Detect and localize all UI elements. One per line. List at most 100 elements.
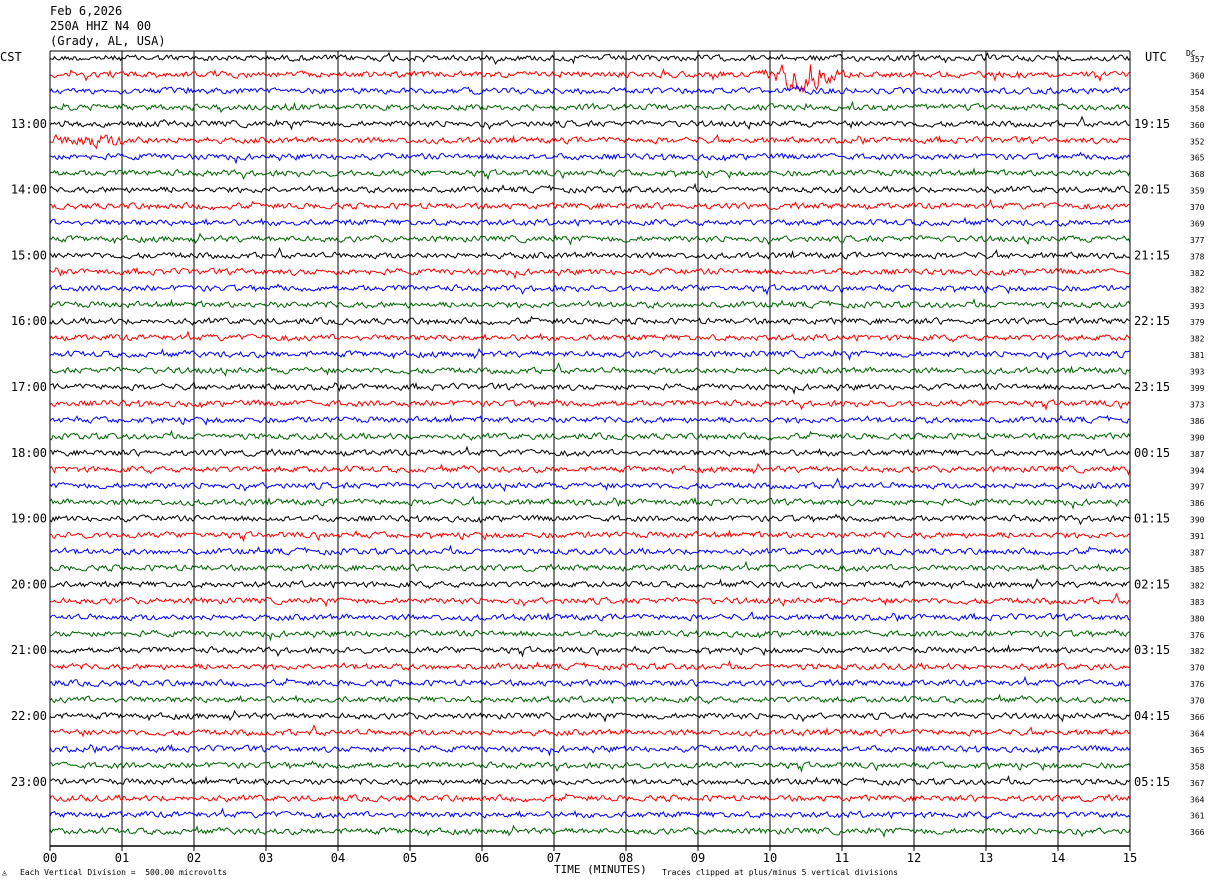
trace-4 xyxy=(49,115,1131,131)
x-tick-label-06: 06 xyxy=(475,851,489,865)
dc-offset-20: 399 xyxy=(1190,384,1205,393)
x-tick-label-14: 14 xyxy=(1051,851,1065,865)
dc-offset-5: 352 xyxy=(1190,137,1205,146)
trace-3 xyxy=(49,100,1131,114)
trace-1 xyxy=(49,64,1131,94)
dc-offset-11: 377 xyxy=(1190,236,1205,245)
trace-30 xyxy=(49,544,1131,557)
right-hour-label-3: 22:15 xyxy=(1134,314,1170,328)
dc-offset-18: 381 xyxy=(1190,351,1205,360)
trace-13 xyxy=(49,266,1131,280)
trace-36 xyxy=(49,644,1131,658)
dc-offset-6: 365 xyxy=(1190,154,1205,163)
x-tick-label-12: 12 xyxy=(907,851,921,865)
plot-labels: 00 01 02 03 04 05 06 07 08 09 10 11 12 13 14 15 13:00 14:… xyxy=(11,55,1205,865)
trace-29 xyxy=(49,529,1131,543)
trace-33 xyxy=(49,592,1131,608)
dc-offset-21: 373 xyxy=(1190,400,1205,409)
x-tick-label-08: 08 xyxy=(619,851,633,865)
trace-20 xyxy=(49,380,1131,395)
dc-offset-35: 376 xyxy=(1190,631,1205,640)
minute-gridlines xyxy=(121,51,1059,846)
x-tick-label-00: 00 xyxy=(43,851,57,865)
x-tick-label-09: 09 xyxy=(691,851,705,865)
dc-offset-3: 358 xyxy=(1190,104,1205,113)
x-tick-label-02: 02 xyxy=(187,851,201,865)
right-hour-label-5: 00:15 xyxy=(1134,446,1170,460)
left-hour-label-1: 14:00 xyxy=(11,183,47,197)
dc-offset-17: 382 xyxy=(1190,335,1205,344)
dc-offset-28: 390 xyxy=(1190,516,1205,525)
x-tick-label-07: 07 xyxy=(547,851,561,865)
left-hour-label-7: 20:00 xyxy=(11,577,47,591)
trace-0 xyxy=(49,51,1131,65)
x-tick-label-13: 13 xyxy=(979,851,993,865)
dc-offset-24: 387 xyxy=(1190,450,1205,459)
x-tick-label-05: 05 xyxy=(403,851,417,865)
dc-offset-23: 390 xyxy=(1190,433,1205,442)
dc-offset-25: 394 xyxy=(1190,466,1205,475)
footer-clip-text: Traces clipped at plus/minus 5 vertical … xyxy=(662,868,899,877)
dc-offset-31: 385 xyxy=(1190,565,1205,574)
dc-offset-26: 397 xyxy=(1190,483,1205,492)
dc-offset-46: 361 xyxy=(1190,812,1205,821)
dc-offset-34: 380 xyxy=(1190,614,1205,623)
trace-45 xyxy=(49,792,1131,803)
trace-2 xyxy=(49,84,1131,96)
dc-offset-43: 358 xyxy=(1190,762,1205,771)
right-hour-label-2: 21:15 xyxy=(1134,248,1170,262)
x-tick-label-15: 15 xyxy=(1123,851,1137,865)
trace-34 xyxy=(49,610,1131,623)
dc-offset-9: 370 xyxy=(1190,203,1205,212)
trace-14 xyxy=(49,283,1131,296)
x-tick-label-10: 10 xyxy=(763,851,777,865)
dc-offset-22: 386 xyxy=(1190,417,1205,426)
trace-19 xyxy=(49,362,1131,377)
trace-10 xyxy=(49,216,1131,228)
trace-42 xyxy=(49,743,1131,757)
left-hour-label-8: 21:00 xyxy=(11,643,47,657)
dc-offset-32: 382 xyxy=(1190,581,1205,590)
trace-31 xyxy=(49,560,1130,573)
trace-11 xyxy=(49,232,1131,246)
header-station: 250A HHZ N4 00 xyxy=(50,19,152,33)
left-hour-label-10: 23:00 xyxy=(11,775,47,789)
dc-offset-16: 379 xyxy=(1190,318,1205,327)
left-hour-label-4: 17:00 xyxy=(11,380,47,394)
trace-35 xyxy=(49,628,1130,642)
seismic-traces xyxy=(49,51,1131,838)
trace-5 xyxy=(49,133,1131,150)
dc-offset-14: 382 xyxy=(1190,285,1205,294)
header-date: Feb 6,2026 xyxy=(50,4,123,18)
dc-offset-2: 354 xyxy=(1190,88,1205,97)
right-hour-label-10: 05:15 xyxy=(1134,775,1170,789)
left-hour-label-6: 19:00 xyxy=(11,512,47,526)
trace-25 xyxy=(49,462,1131,477)
trace-27 xyxy=(49,495,1131,510)
right-hour-label-1: 20:15 xyxy=(1134,183,1170,197)
left-timezone-label: CST xyxy=(0,50,22,64)
dc-offset-36: 382 xyxy=(1190,647,1205,656)
dc-offset-41: 364 xyxy=(1190,729,1205,738)
dc-offset-33: 383 xyxy=(1190,598,1205,607)
dc-offset-12: 378 xyxy=(1190,252,1205,261)
trace-6 xyxy=(49,151,1131,165)
dc-offset-0: 357 xyxy=(1190,55,1205,64)
trace-40 xyxy=(49,709,1131,723)
dc-offset-30: 387 xyxy=(1190,549,1205,558)
x-axis-title: TIME (MINUTES) xyxy=(554,863,647,876)
x-tick-label-03: 03 xyxy=(259,851,273,865)
trace-9 xyxy=(49,198,1131,211)
right-hour-label-0: 19:15 xyxy=(1134,117,1170,131)
left-hour-label-5: 18:00 xyxy=(11,446,47,460)
trace-38 xyxy=(49,675,1131,688)
trace-47 xyxy=(49,824,1131,838)
right-timezone-label: UTC xyxy=(1145,50,1167,64)
x-tick-label-04: 04 xyxy=(331,851,345,865)
trace-21 xyxy=(49,398,1131,411)
dc-offset-8: 359 xyxy=(1190,187,1205,196)
dc-offset-13: 382 xyxy=(1190,269,1205,278)
left-hour-label-9: 22:00 xyxy=(11,709,47,723)
dc-offset-19: 393 xyxy=(1190,368,1205,377)
left-hour-label-0: 13:00 xyxy=(11,117,47,131)
